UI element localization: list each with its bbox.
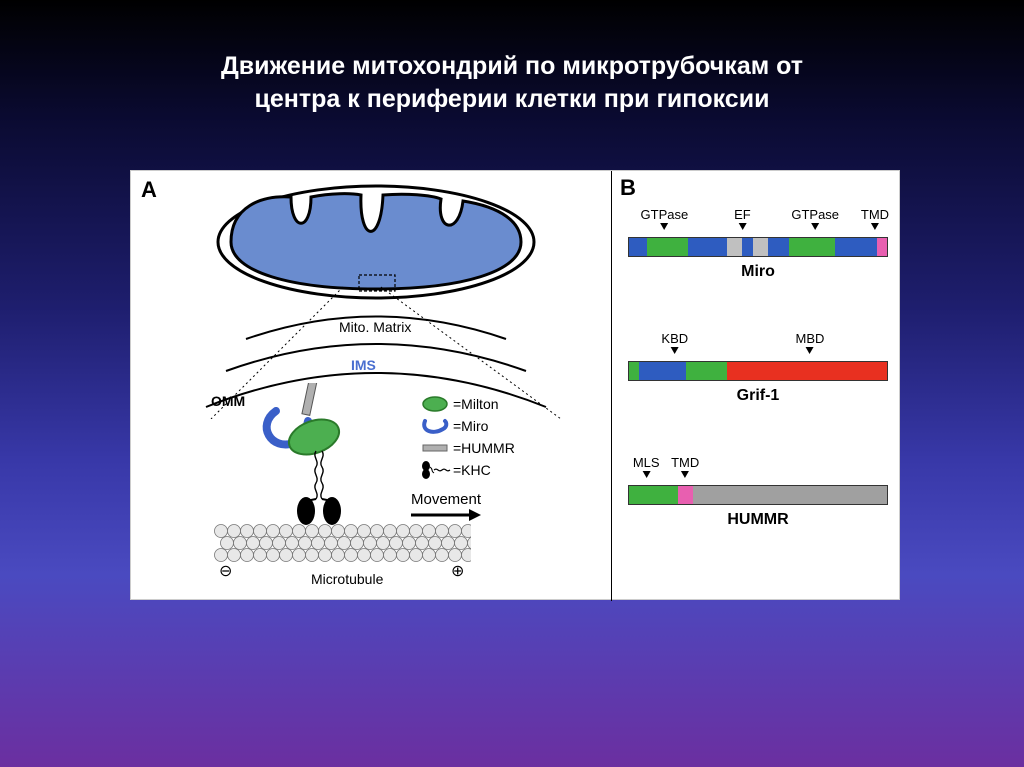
domain-segment <box>693 486 887 504</box>
protein-name-label: Grif-1 <box>628 387 888 405</box>
legend-row-miro: =Miro <box>421 415 515 437</box>
omm-label: OMM <box>211 393 245 409</box>
legend-label: =Milton <box>453 396 499 412</box>
domain-segment <box>639 362 685 380</box>
ims-label: IMS <box>351 357 376 373</box>
microtubule-icon: /* placeholder removed — drawn below wit… <box>211 521 471 571</box>
legend-row-hummr: =HUMMR <box>421 437 515 459</box>
protein-miro: GTPase EF GTPase TMD Miro <box>628 207 888 281</box>
microtubule-minus-label: ⊖ <box>219 561 232 581</box>
legend-row-khc: =KHC <box>421 459 515 481</box>
domain-segment <box>727 238 742 256</box>
domain-segment <box>742 238 752 256</box>
domain-segment <box>647 238 688 256</box>
mitochondrion-icon <box>211 177 541 307</box>
title-line-2: центра к периферии клетки при гипоксии <box>255 85 770 113</box>
protein-hummr: MLS TMD HUMMR <box>628 455 888 529</box>
panel-a-label: A <box>141 177 157 203</box>
domain-bar <box>628 485 888 505</box>
domain-segment <box>688 238 727 256</box>
figure-container: A Mito. Matrix IMS OMM <box>130 170 900 600</box>
domain-bar <box>628 237 888 257</box>
domain-segment <box>789 238 835 256</box>
domain-annotation: TMD <box>861 207 889 230</box>
movement-arrow-icon <box>411 508 481 522</box>
domain-annotation: GTPase <box>791 207 839 230</box>
domain-segment <box>835 238 876 256</box>
milton-icon <box>421 395 449 413</box>
domain-segment <box>877 238 887 256</box>
domain-annotation: GTPase <box>641 207 689 230</box>
domain-segment <box>678 486 693 504</box>
domain-annotation: EF <box>734 207 751 230</box>
domain-annotation: KBD <box>661 331 688 354</box>
domain-annotation: MLS <box>633 455 660 478</box>
domain-segment <box>727 362 887 380</box>
domain-segment <box>629 486 678 504</box>
panel-b-label: B <box>620 175 636 201</box>
protein-name-label: HUMMR <box>628 511 888 529</box>
panel-b: B GTPase EF GTPase TMD Miro KBD MBD Grif-1 MLS TM… <box>611 171 901 601</box>
microtubule-plus-label: ⊕ <box>451 561 464 581</box>
protein-grif-1: KBD MBD Grif-1 <box>628 331 888 405</box>
microtubule-label: Microtubule <box>311 571 383 587</box>
mito-matrix-label: Mito. Matrix <box>339 319 411 335</box>
domain-segment <box>768 238 789 256</box>
domain-segment <box>629 362 639 380</box>
legend-label: =HUMMR <box>453 440 515 456</box>
domain-annotation: TMD <box>671 455 699 478</box>
legend-label: =KHC <box>453 462 491 478</box>
title-line-1: Движение митохондрий по микротрубочкам о… <box>221 52 803 80</box>
domain-segment <box>686 362 727 380</box>
khc-icon <box>421 461 449 479</box>
miro-icon <box>421 417 449 435</box>
legend-row-milton: =Milton <box>421 393 515 415</box>
domain-bar <box>628 361 888 381</box>
domain-segment <box>753 238 768 256</box>
domain-annotation: MBD <box>796 331 825 354</box>
hummr-icon <box>421 439 449 457</box>
legend-label: =Miro <box>453 418 488 434</box>
panel-a: A Mito. Matrix IMS OMM <box>131 171 611 601</box>
legend: =Milton =Miro =HUMMR <box>421 393 515 481</box>
domain-segment <box>629 238 647 256</box>
protein-name-label: Miro <box>628 263 888 281</box>
slide-title: Движение митохондрий по микротрубочкам о… <box>0 0 1024 115</box>
